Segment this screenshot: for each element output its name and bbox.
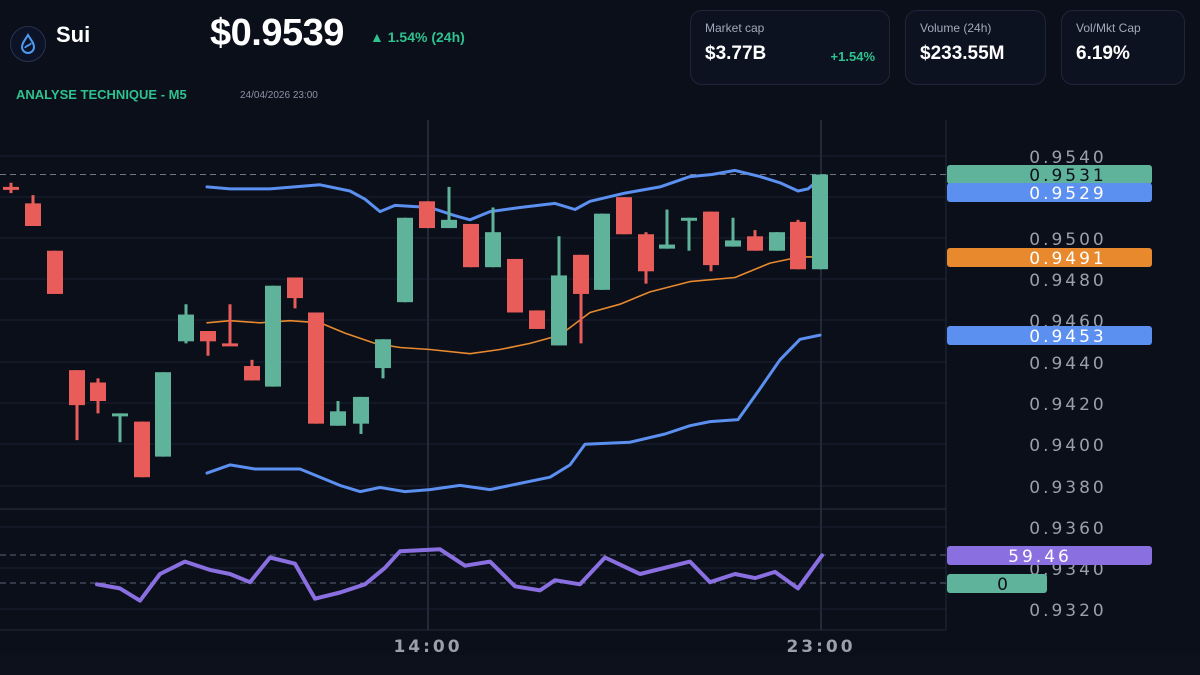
candle-down [69,370,85,406]
price-change-24h: ▲ 1.54% (24h) [370,29,465,45]
price-tag-text: 0.9529 [1029,184,1106,204]
sui-logo-icon [10,26,46,62]
stat-card-market-cap: Market cap $3.77B +1.54% [690,10,890,85]
coin-name: Sui [56,22,91,47]
candle-down [790,221,806,270]
candlestick-chart-svg[interactable]: 0.95400.95000.94800.94600.94400.94200.94… [0,110,1200,675]
stat-label: Market cap [705,21,765,35]
candle-down [747,236,763,251]
candle-down [200,331,216,342]
price-tag-text: 0.9453 [1029,327,1106,347]
candle-up [330,411,346,426]
price-axis-label: 0.9360 [1029,519,1106,539]
candle-up [769,232,785,251]
price-tag-volume [947,574,1047,593]
price-axis-label: 0.9400 [1029,436,1106,456]
candle-up [725,240,741,247]
candle-down [419,201,435,229]
price-tag-bollinger-lower [947,326,1152,345]
candle-up [681,217,697,221]
current-price: $0.9539 [210,12,344,54]
stat-change: +1.54% [830,49,875,64]
candle-down [308,312,324,424]
price-tag-text: 0 [997,575,1011,595]
price-tag-RSI [947,546,1152,565]
candle-down [25,203,41,227]
price-axis-label: 0.9440 [1029,354,1106,374]
candle-up [265,285,281,387]
candle-up [594,213,610,290]
bollinger-lower-line [205,333,822,494]
price-tag-bollinger-upper [947,183,1152,202]
candle-down [616,197,632,235]
price-tag-last-price [947,165,1152,184]
rsi-line [95,547,824,603]
candle-up [178,314,194,342]
price-tag-text: 0.9531 [1029,166,1106,186]
candle-up [353,396,369,424]
price-chart[interactable]: 0.9540 0.9500 0.9480 0.9460 0.9440 0.9420 0.94… [0,110,1200,675]
time-axis-label: 23:00 [786,637,855,657]
price-tag-text: 59.46 [1008,547,1072,567]
stat-card-vol-mkt-cap: Vol/Mkt Cap 6.19% [1061,10,1185,85]
candle-down [3,186,19,190]
candle-up [551,275,567,346]
price-axis-label: 0.9500 [1029,230,1106,250]
candle-up [441,219,457,229]
price-tag-text: 0.9491 [1029,249,1106,269]
chart-bottom-bar [0,655,1200,675]
price-axis-label: 0.9380 [1029,478,1106,498]
price-tag-moving-average [947,248,1152,267]
candle-up [812,174,828,270]
price-axis-label: 0.9480 [1029,271,1106,291]
stat-value: $233.55M [920,43,1005,64]
candle-down [507,258,523,313]
candle-down [134,421,150,478]
candle-down [90,382,106,402]
candle-down [463,223,479,268]
moving-average-line [206,256,821,355]
candle-up [112,413,128,417]
candle-up [397,217,413,303]
header: Sui $0.9539 ▲ 1.54% (24h) ANALYSE TECHNI… [0,0,1200,110]
candle-down [47,250,63,294]
stat-label: Volume (24h) [920,21,992,35]
price-axis-label: 0.9540 [1029,148,1106,168]
stat-value: $3.77B [705,43,767,64]
candle-down [573,254,589,294]
bollinger-upper-line [205,168,822,222]
stat-card-volume: Volume (24h) $233.55M [905,10,1046,85]
candle-down [287,277,303,299]
candle-down [222,343,238,347]
candle-down [529,310,545,329]
candle-up [659,244,675,249]
analysis-title: ANALYSE TECHNIQUE - M5 [16,87,187,102]
candle-down [703,211,719,266]
candle-up [155,372,171,457]
price-axis-label: 0.9320 [1029,601,1106,621]
time-axis-label: 14:00 [393,637,462,657]
candle-up [485,232,501,268]
stat-value: 6.19% [1076,43,1130,64]
stat-label: Vol/Mkt Cap [1076,21,1141,35]
candle-down [638,234,654,272]
candle-down [244,366,260,381]
candle-up [375,339,391,369]
price-axis-label: 0.9420 [1029,395,1106,415]
analysis-timestamp: 24/04/2026 23:00 [240,90,318,101]
